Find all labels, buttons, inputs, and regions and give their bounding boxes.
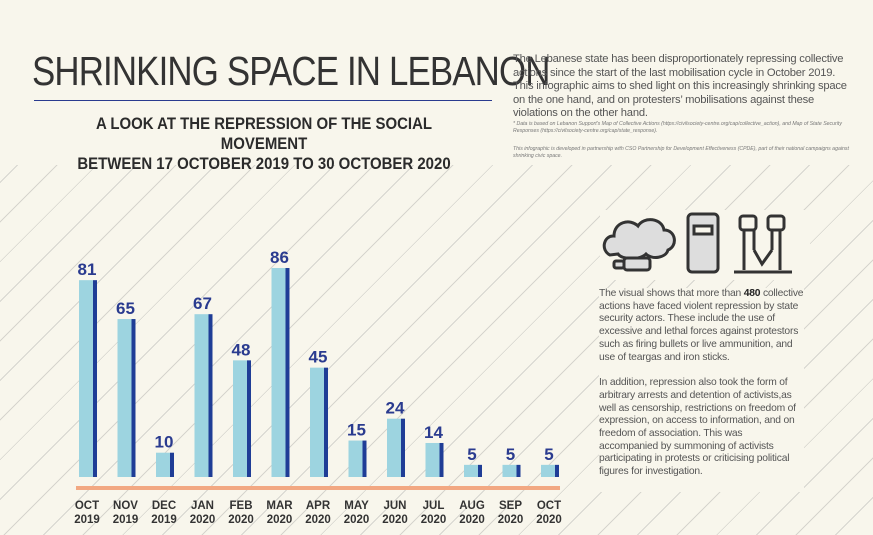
x-tick-month: OCT (75, 500, 99, 512)
bar (310, 367, 324, 477)
icon-row (600, 210, 810, 280)
teargas-cloud-icon (602, 218, 676, 272)
data-label: 5 (544, 445, 553, 464)
x-tick-year: 2020 (459, 514, 485, 526)
x-tick-year: 2020 (382, 514, 408, 526)
data-label: 45 (309, 348, 328, 367)
total-count: 480 (743, 288, 761, 299)
bar-edge (131, 319, 136, 477)
data-label: 15 (347, 421, 366, 440)
bar-edge (478, 464, 482, 477)
x-tick-month: SEP (499, 500, 522, 512)
bar (156, 452, 170, 477)
bar (425, 442, 440, 477)
riot-shield-icon (686, 212, 720, 274)
x-tick-year: 2020 (228, 514, 254, 526)
bar-edge (93, 280, 97, 477)
bar-edge (362, 440, 367, 477)
bar (79, 280, 93, 477)
x-tick-year: 2020 (190, 514, 216, 526)
x-tick-year: 2019 (74, 514, 100, 526)
bar-edge (401, 418, 405, 477)
data-label: 48 (232, 340, 251, 359)
side-text: The visual shows that more than 480 coll… (599, 288, 804, 492)
bar (387, 418, 401, 477)
x-tick-month: MAR (266, 500, 293, 512)
x-tick-month: AUG (459, 500, 485, 512)
data-label: 86 (270, 248, 289, 267)
x-tick-year: 2019 (151, 514, 177, 526)
data-label: 81 (78, 260, 97, 279)
intro-text: The Lebanese state has been disproportio… (513, 53, 847, 119)
partnership-note: This infographic is developed in partner… (513, 146, 849, 159)
subtitle-line-1: A LOOK AT THE REPRESSION OF THE SOCIAL M… (95, 114, 433, 153)
x-tick-year: 2020 (536, 514, 562, 526)
x-tick-month: NOV (113, 500, 138, 512)
bar (194, 314, 209, 477)
page-title: SHRINKING SPACE IN LEBANON (32, 48, 550, 94)
bar-edge (208, 314, 213, 477)
bar-edge (516, 464, 521, 477)
data-label: 14 (424, 423, 443, 442)
bar-edge (439, 442, 444, 477)
bar-edge (247, 360, 251, 477)
x-tick-month: JUN (383, 500, 406, 512)
x-tick-month: OCT (537, 500, 561, 512)
handcuffed-fists-icon (734, 214, 792, 274)
side-paragraph-1: The visual shows that more than 480 coll… (599, 288, 804, 363)
data-label: 5 (467, 445, 476, 464)
bar-edge (324, 367, 328, 477)
x-tick-year: 2020 (421, 514, 447, 526)
x-tick-month: JUL (423, 500, 445, 512)
bar-edge (170, 452, 174, 477)
bar (502, 464, 517, 477)
x-tick-month: DEC (152, 500, 176, 512)
data-source-note: * Data is based on Lebanon Support's Map… (513, 121, 842, 134)
data-label: 65 (116, 299, 135, 318)
data-label: 67 (193, 294, 212, 313)
x-tick-year: 2020 (344, 514, 370, 526)
data-label: 10 (155, 433, 174, 452)
data-label: 24 (386, 399, 405, 418)
x-tick-month: FEB (230, 500, 253, 512)
title-divider (34, 100, 492, 101)
bar-edge (555, 464, 559, 477)
page-subtitle: A LOOK AT THE REPRESSION OF THE SOCIAL M… (62, 114, 467, 174)
bar (117, 319, 132, 477)
bar (464, 464, 478, 477)
x-tick-month: JAN (191, 500, 214, 512)
x-tick-year: 2020 (305, 514, 331, 526)
side-paragraph-2: In addition, repression also took the fo… (599, 377, 796, 478)
subtitle-line-2: BETWEEN 17 OCTOBER 2019 TO 30 OCTOBER 20… (77, 154, 451, 173)
x-tick-month: MAY (344, 500, 369, 512)
x-tick-year: 2020 (267, 514, 293, 526)
bar (348, 440, 363, 477)
data-label: 5 (506, 445, 515, 464)
bar (541, 464, 555, 477)
x-tick-year: 2019 (113, 514, 139, 526)
bar (271, 268, 286, 477)
x-axis-line (76, 486, 560, 490)
bar-edge (285, 268, 290, 477)
x-tick-month: APR (306, 500, 331, 512)
x-tick-year: 2020 (498, 514, 524, 526)
bar (233, 360, 247, 477)
